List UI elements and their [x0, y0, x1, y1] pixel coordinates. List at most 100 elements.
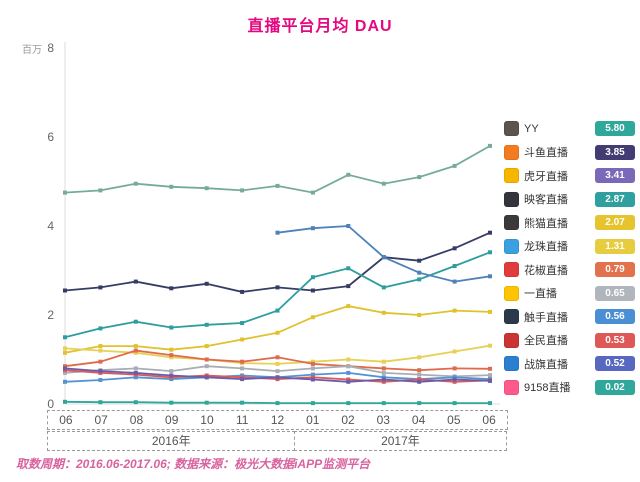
legend-value-badge: 3.41 [595, 168, 635, 184]
y-tick-label: 8 [47, 41, 54, 55]
data-point-marker [169, 286, 174, 291]
data-point-marker [63, 364, 67, 369]
month-label: 08 [129, 413, 144, 427]
data-point-marker [275, 375, 280, 380]
quanmin-app-icon [504, 332, 519, 348]
legend-value-badge: 0.56 [595, 309, 635, 325]
data-point-marker [452, 401, 457, 406]
data-point-marker [417, 175, 422, 180]
data-point-marker [240, 188, 245, 193]
legend-label: 一直播 [524, 288, 557, 301]
data-point-marker [381, 375, 386, 380]
data-point-marker [275, 308, 280, 313]
legend-item: 战旗直播 0.52 [504, 352, 635, 376]
data-point-marker [346, 224, 351, 228]
legend-label: 全民直播 [524, 335, 568, 348]
data-point-marker [488, 230, 492, 235]
data-point-marker [417, 277, 422, 282]
legend-value-badge: 2.87 [595, 191, 635, 207]
legend-item: 触手直播 0.56 [504, 305, 635, 329]
data-point-marker [204, 400, 209, 405]
longzhu-app-icon [504, 238, 519, 254]
legend-label: 触手直播 [524, 311, 568, 324]
legend-label: 花椒直播 [524, 264, 568, 277]
legend-value-badge: 0.65 [595, 285, 635, 301]
data-point-marker [63, 350, 67, 355]
data-point-marker [346, 377, 351, 382]
series-line [64, 305, 491, 354]
legend-label: 战旗直播 [524, 358, 568, 371]
data-point-marker [133, 319, 138, 324]
data-point-marker [63, 335, 67, 340]
data-point-marker [275, 285, 280, 290]
data-point-marker [98, 188, 103, 193]
data-point-marker [133, 181, 138, 186]
data-point-marker [98, 369, 103, 374]
data-point-marker [346, 370, 351, 375]
data-point-marker [310, 288, 315, 293]
data-point-marker [133, 400, 138, 405]
legend-label: 龙珠直播 [524, 241, 568, 254]
data-point-marker [310, 315, 315, 320]
month-label: 05 [447, 413, 461, 427]
chushou-app-icon [504, 309, 519, 325]
data-point-marker [452, 163, 457, 168]
data-point-marker [346, 379, 351, 384]
data-point-marker [381, 285, 386, 290]
data-point-marker [133, 350, 138, 355]
data-point-marker [452, 377, 457, 382]
data-point-marker [346, 357, 351, 362]
legend-item: 一直播 0.65 [504, 282, 635, 306]
data-point-marker [204, 357, 209, 362]
month-label: 11 [236, 413, 249, 427]
data-point-marker [63, 366, 67, 371]
data-point-marker [488, 343, 492, 348]
chart-title: 直播平台月均 DAU [247, 18, 393, 35]
data-point-marker [275, 361, 280, 366]
data-point-marker [381, 366, 386, 371]
data-point-marker [452, 349, 457, 354]
data-point-marker [310, 377, 315, 382]
y-axis-unit-label: 百万 [22, 45, 42, 56]
data-point-marker [452, 246, 457, 251]
data-point-marker [417, 313, 422, 317]
data-point-marker [63, 370, 67, 375]
data-point-marker [98, 378, 103, 382]
data-point-marker [63, 346, 67, 351]
month-label: 06 [59, 413, 73, 427]
huajiao-app-icon [504, 262, 519, 278]
data-point-marker [346, 266, 351, 271]
data-point-marker [488, 274, 492, 279]
data-point-marker [275, 330, 280, 335]
legend-item: 熊猫直播 2.07 [504, 211, 635, 235]
y-tick-label: 2 [47, 308, 54, 322]
data-point-marker [98, 359, 103, 364]
9158-app-icon [504, 379, 519, 395]
legend-item: 映客直播 2.87 [504, 188, 635, 212]
data-point-marker [488, 309, 492, 314]
data-point-marker [240, 377, 245, 382]
data-point-marker [452, 375, 457, 380]
legend-item: 虎牙直播 3.41 [504, 164, 635, 188]
data-point-marker [452, 366, 457, 371]
data-point-marker [275, 355, 280, 360]
year-label: 2016年 [47, 431, 296, 451]
data-point-marker [310, 359, 315, 364]
data-point-marker [488, 250, 492, 255]
legend: YY 5.80 斗鱼直播 3.85 虎牙直播 3.41 映客直播 2.87 熊猫直播 2.07 龙珠… [504, 117, 635, 399]
data-point-marker [133, 366, 138, 371]
data-point-marker [204, 186, 209, 191]
data-point-marker [98, 326, 103, 331]
data-point-marker [381, 310, 386, 315]
data-point-marker [417, 368, 422, 373]
data-point-marker [381, 401, 386, 406]
data-point-marker [452, 308, 457, 313]
data-point-marker [98, 348, 103, 353]
y-tick-label: 4 [47, 219, 54, 233]
data-point-marker [381, 379, 386, 384]
data-point-marker [381, 255, 386, 260]
legend-item: 全民直播 0.53 [504, 329, 635, 353]
data-point-marker [133, 348, 138, 353]
month-label: 01 [306, 413, 320, 427]
y-tick-label: 6 [47, 130, 54, 144]
